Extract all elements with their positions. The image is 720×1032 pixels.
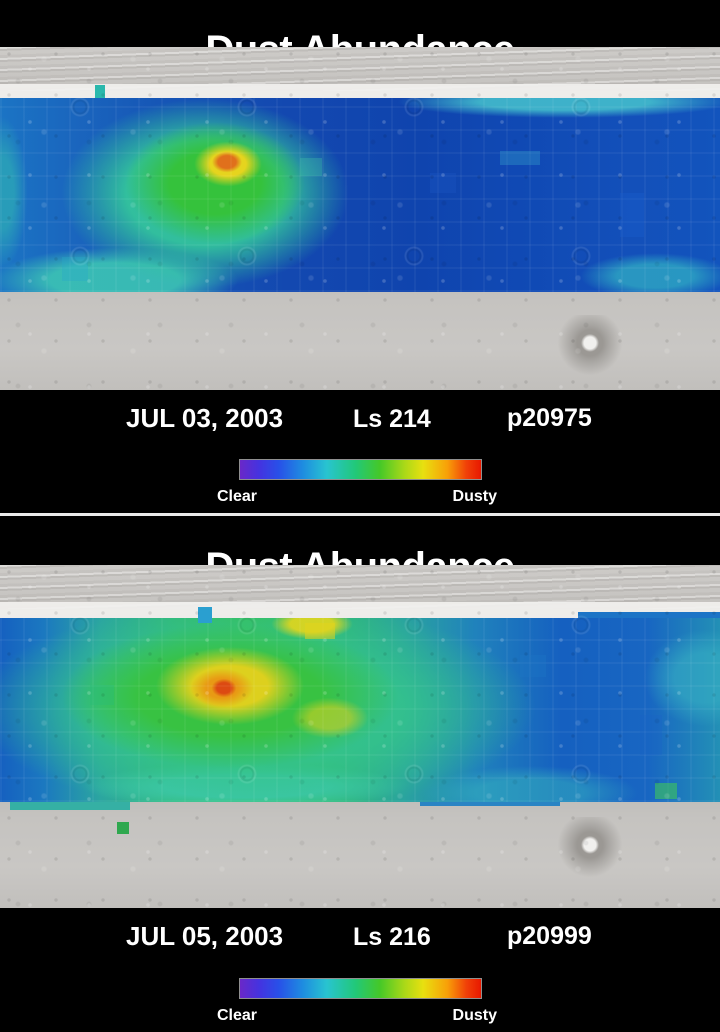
colorbar-dusty-label: Dusty xyxy=(452,488,497,505)
solar-longitude-label: Ls 216 xyxy=(353,923,431,951)
dust-pixel xyxy=(430,173,456,193)
product-id-label: p20975 xyxy=(507,404,592,432)
dust-pixel xyxy=(95,85,105,98)
dust-pixel xyxy=(198,607,212,623)
dust-pixel xyxy=(578,612,720,622)
dust-pixel xyxy=(305,623,335,639)
volcano-feature xyxy=(548,315,632,377)
north-polar-terrain-texture xyxy=(0,565,720,609)
dust-pixel xyxy=(520,655,546,677)
dust-pixel xyxy=(655,783,677,799)
dust-pixel xyxy=(500,151,540,165)
dust-pixel xyxy=(10,802,130,810)
no-data-band xyxy=(0,602,720,618)
solar-longitude-label: Ls 214 xyxy=(353,405,431,433)
colorbar-clear-label: Clear xyxy=(217,1007,258,1024)
colorbar-clear-label: Clear xyxy=(217,488,258,505)
volcano-feature xyxy=(548,817,632,879)
dust-pixel xyxy=(620,193,644,237)
dust-pixel xyxy=(117,822,129,834)
dust-colorbar xyxy=(239,459,482,480)
mars-dust-map-jul-03 xyxy=(0,47,720,390)
date-label: JUL 05, 2003 xyxy=(126,921,284,951)
product-id-label: p20999 xyxy=(507,922,592,950)
panel-jul-03: Dust Abundance JUL 03, 2003 Ls 214 p2097… xyxy=(0,0,720,513)
north-polar-terrain-texture xyxy=(0,47,720,91)
dust-pixel xyxy=(640,715,662,755)
panel-jul-05: Dust Abundance JUL 05, 2003 Ls 216 p2099… xyxy=(0,517,720,1032)
dust-colorbar xyxy=(239,978,482,999)
dust-pixel xyxy=(90,685,114,705)
dust-pixel xyxy=(420,802,560,806)
panel-separator xyxy=(0,513,720,516)
date-label: JUL 03, 2003 xyxy=(126,403,284,433)
dust-pixel xyxy=(300,158,322,176)
dust-pixel xyxy=(62,257,88,281)
mars-dust-map-jul-05 xyxy=(0,565,720,908)
no-data-band xyxy=(0,84,720,98)
colorbar-dusty-label: Dusty xyxy=(452,1007,497,1024)
dust-opacity-overlay xyxy=(0,98,720,292)
dust-opacity-overlay xyxy=(0,618,720,802)
